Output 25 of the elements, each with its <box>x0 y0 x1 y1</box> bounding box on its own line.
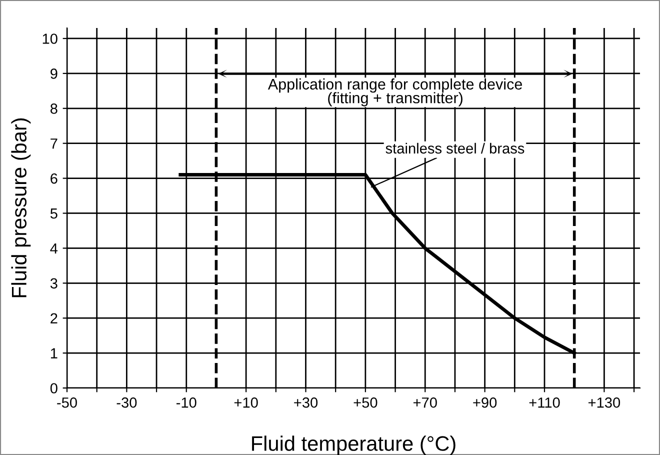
x-tick-label: +50 <box>354 397 378 408</box>
x-tick-label: +90 <box>473 397 497 408</box>
y-axis-title: Fluid pressure (bar) <box>11 118 31 298</box>
x-tick-label: +130 <box>588 397 620 408</box>
y-tick-label: 6 <box>50 173 58 184</box>
annotation: Application range for complete device (fitting + transmitter) <box>268 78 522 106</box>
x-tick-label: +10 <box>234 397 258 408</box>
x-tick-label: +70 <box>413 397 437 408</box>
x-tick-label: -50 <box>57 397 77 408</box>
y-tick-label: 1 <box>50 348 58 358</box>
y-tick-label: 3 <box>50 278 58 289</box>
y-tick-label: 2 <box>50 313 58 324</box>
y-tick-label: 0 <box>50 383 58 394</box>
y-tick-label: 4 <box>50 243 58 254</box>
x-tick-label: +110 <box>529 397 560 408</box>
y-tick-label: 5 <box>50 208 58 219</box>
y-tick-label: 7 <box>50 138 58 149</box>
y-tick-label: 8 <box>50 103 58 114</box>
x-tick-label: -30 <box>116 397 137 408</box>
x-tick-label: -10 <box>176 397 196 408</box>
text: stainless steel / brass <box>386 142 524 154</box>
y-tick-label: 9 <box>50 68 58 79</box>
x-tick-label: +30 <box>294 397 318 408</box>
x-axis-title: Fluid temperature (°C) <box>252 436 456 455</box>
y-tick-label: 10 <box>42 34 58 44</box>
